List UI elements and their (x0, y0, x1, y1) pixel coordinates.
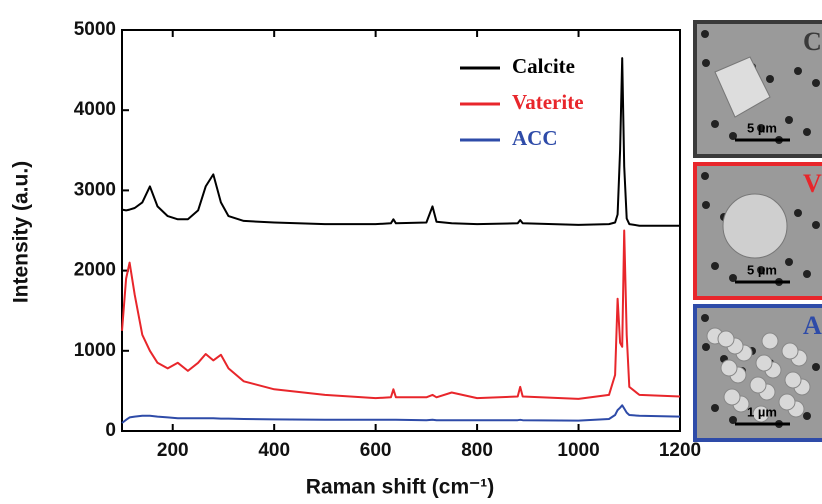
pore (803, 128, 811, 136)
pore (729, 416, 737, 424)
series-line (121, 57, 680, 227)
pore (757, 266, 765, 274)
scale-label: 5 µm (747, 120, 777, 135)
particle (720, 359, 738, 377)
particle (778, 393, 796, 411)
pore (812, 79, 820, 87)
x-tick-label: 200 (157, 440, 189, 461)
pore (702, 343, 710, 351)
scale-label: 1 µm (747, 404, 777, 419)
pore (812, 363, 820, 371)
particle (761, 332, 779, 350)
pore (702, 201, 710, 209)
particle (781, 342, 799, 360)
pore (702, 59, 710, 67)
y-tick-label: 2000 (74, 260, 116, 281)
particle (752, 405, 770, 423)
pore (803, 270, 811, 278)
x-axis-title: Raman shift (cm⁻¹) (306, 476, 494, 499)
pore (729, 274, 737, 282)
pore (785, 116, 793, 124)
inset-label: A (803, 311, 822, 340)
pore (711, 262, 719, 270)
inset: A 1 µm (693, 304, 822, 442)
particle (749, 376, 767, 394)
particle (755, 354, 773, 372)
pore (701, 314, 709, 322)
pore (711, 120, 719, 128)
scale-label: 5 µm (747, 262, 777, 277)
pore (757, 124, 765, 132)
pore (701, 172, 709, 180)
particle (784, 371, 802, 389)
pore (701, 30, 709, 38)
pore (729, 132, 737, 140)
inset: C 5 µm (693, 20, 822, 158)
y-tick-label: 5000 (74, 19, 116, 40)
pore (766, 75, 774, 83)
x-tick-label: 1000 (557, 440, 599, 461)
inset-label: V (803, 169, 822, 198)
crystal (714, 56, 771, 118)
y-tick-label: 3000 (74, 179, 116, 200)
y-tick-label: 1000 (74, 340, 116, 361)
legend-label: Vaterite (512, 90, 584, 114)
x-tick-label: 400 (258, 440, 290, 461)
pore (794, 67, 802, 75)
series-line (121, 404, 681, 424)
x-tick-label: 1200 (659, 440, 701, 461)
y-tick-label: 4000 (74, 99, 116, 120)
legend-label: ACC (512, 126, 558, 150)
legend-label: Calcite (512, 54, 575, 78)
inset-image (693, 20, 822, 158)
inset-label: C (803, 27, 822, 56)
pore (794, 209, 802, 217)
pore (711, 404, 719, 412)
pore (785, 258, 793, 266)
y-axis-title: Intensity (a.u.) (10, 161, 33, 303)
particle (717, 330, 735, 348)
plot-frame (121, 29, 681, 432)
inset: V 5 µm (693, 162, 822, 300)
x-tick-label: 800 (461, 440, 493, 461)
pore (803, 412, 811, 420)
y-tick-label: 0 (105, 420, 116, 441)
x-tick-label: 600 (360, 440, 392, 461)
particle (723, 388, 741, 406)
sphere (722, 193, 788, 259)
series-line (121, 229, 681, 400)
pore (812, 221, 820, 229)
